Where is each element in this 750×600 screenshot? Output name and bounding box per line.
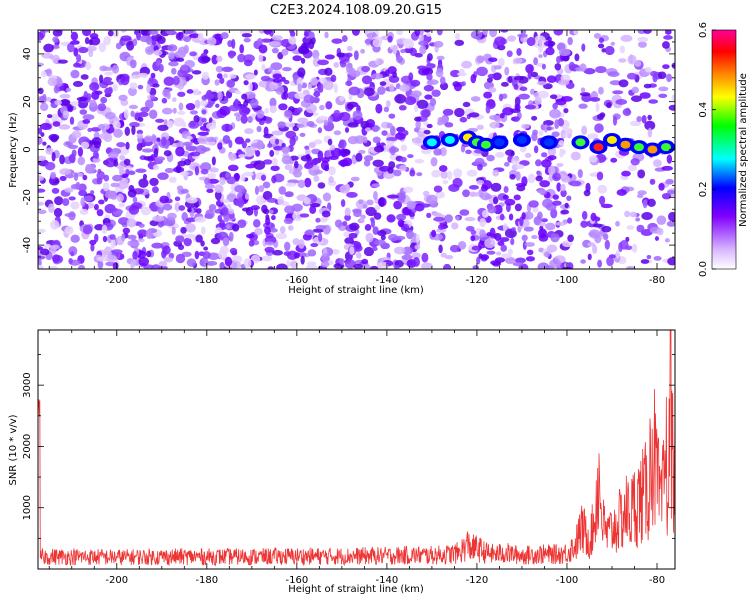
signal-core: [543, 138, 554, 147]
signal-core: [606, 135, 617, 144]
signal-core: [494, 138, 505, 147]
x-tick-label: -180: [195, 275, 218, 286]
signal-core: [516, 135, 527, 144]
spectrogram-y-ticks: -40 -20 0 20 40: [22, 29, 675, 270]
colorbar-gradient: [712, 30, 736, 269]
y-tick-label: 2000: [22, 434, 33, 459]
y-tick-label: 20: [22, 95, 33, 108]
snr-x-ticks: -200 -180 -160 -140 -120 -100 -80: [48, 330, 665, 586]
colorbar-tick-label: 0.2: [698, 181, 709, 197]
signal-core: [660, 143, 671, 152]
colorbar: 0.0 0.2 0.4 0.6 Normalized spectral amplitu…: [698, 22, 749, 277]
spectrogram-x-ticks: -200 -180 -160 -140 -120 -100 -80: [48, 30, 665, 286]
y-tick-label: -40: [22, 237, 33, 253]
x-tick-label: -140: [376, 275, 399, 286]
snr-series-line: [38, 330, 675, 567]
figure-title: C2E3.2024.108.09.20.G15: [270, 3, 442, 18]
x-tick-label: -160: [286, 275, 309, 286]
colorbar-tick-label: 0.4: [698, 102, 709, 118]
snr-ylabel: SNR (10 * v/v): [8, 414, 19, 485]
x-tick-label: -100: [556, 575, 579, 586]
colorbar-ticks: 0.0 0.2 0.4 0.6: [698, 22, 716, 277]
signal-core: [480, 140, 491, 149]
spectrogram-signal: [422, 130, 675, 157]
x-tick-label: -80: [649, 575, 665, 586]
snr-xlabel: Height of straight line (km): [288, 584, 424, 595]
y-tick-label: 0: [22, 146, 33, 152]
x-tick-label: -120: [466, 275, 489, 286]
y-tick-label: -20: [22, 189, 33, 205]
colorbar-label: Normalized spectral amplitude: [738, 73, 749, 227]
signal-core: [426, 138, 437, 147]
spectrogram-panel: -200 -180 -160 -140 -120 -100 -80 -40-2002040 …: [8, 29, 676, 296]
signal-core: [633, 143, 644, 152]
y-tick-label: 1000: [22, 495, 33, 520]
x-tick-label: -200: [105, 575, 128, 586]
colorbar-tick-label: 0.0: [698, 261, 709, 277]
snr-frame: [37, 329, 676, 570]
x-tick-label: -180: [195, 575, 218, 586]
snr-y-ticks: 1000 2000 3000: [22, 354, 675, 570]
x-tick-label: -200: [105, 275, 128, 286]
x-tick-label: -140: [376, 575, 399, 586]
spectrogram-ylabel: Frequency (Hz): [8, 112, 19, 188]
snr-panel: -200 -180 -160 -140 -120 -100 -80 1000 2000 3000…: [8, 329, 676, 595]
x-tick-label: -80: [649, 275, 665, 286]
x-tick-label: -160: [286, 575, 309, 586]
y-tick-label: 3000: [22, 372, 33, 397]
y-tick-label: 40: [22, 48, 33, 61]
spectrogram-xlabel: Height of straight line (km): [288, 285, 424, 296]
x-tick-label: -100: [556, 275, 579, 286]
signal-core: [647, 145, 658, 154]
signal-core: [593, 143, 604, 152]
colorbar-tick-label: 0.6: [698, 22, 709, 38]
signal-core: [575, 138, 586, 147]
signal-core: [620, 140, 631, 149]
signal-core: [444, 135, 455, 144]
spectrogram-noise: [38, 30, 675, 269]
x-tick-label: -120: [466, 575, 489, 586]
